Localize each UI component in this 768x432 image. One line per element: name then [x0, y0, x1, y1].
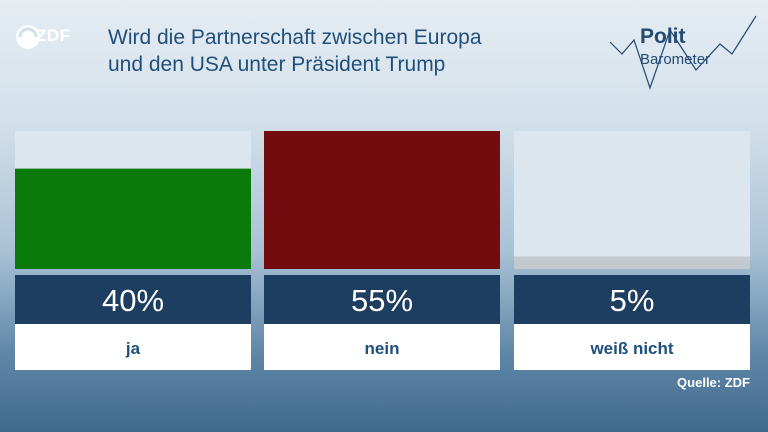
value-label: 40%: [102, 283, 164, 318]
bar-2: [514, 256, 750, 269]
category-label: weiß nicht: [589, 339, 673, 358]
value-label: 55%: [351, 283, 413, 318]
source-label: Quelle: ZDF: [677, 375, 750, 390]
politbarometer-wave-icon: [609, 15, 757, 90]
zdf-logo-icon: [16, 25, 40, 49]
bars-layer: 40% ja 55% nein 5% weiß nicht: [15, 131, 750, 370]
value-box: [514, 275, 750, 324]
value-label: 5%: [610, 283, 655, 318]
zdf-logo-text: ZDF: [36, 26, 71, 45]
brand-barometer-text: Barometer: [640, 51, 711, 68]
category-box: [514, 324, 750, 370]
category-box: [264, 324, 500, 370]
title-line-1: Wird die Partnerschaft zwischen Europa: [108, 26, 482, 49]
bar-0: [15, 168, 251, 269]
category-box: [15, 324, 251, 370]
title-line-2: und den USA unter Präsident Trump: [108, 53, 446, 76]
bar-background: [514, 131, 750, 269]
bar-1: [264, 131, 500, 269]
chart-title: Wird die Partnerschaft zwischen Europa u…: [108, 24, 578, 78]
value-box: [15, 275, 251, 324]
category-label: nein: [365, 339, 400, 358]
value-box: [264, 275, 500, 324]
brand-polit-text: Polit: [640, 25, 686, 48]
category-label: ja: [125, 339, 141, 358]
